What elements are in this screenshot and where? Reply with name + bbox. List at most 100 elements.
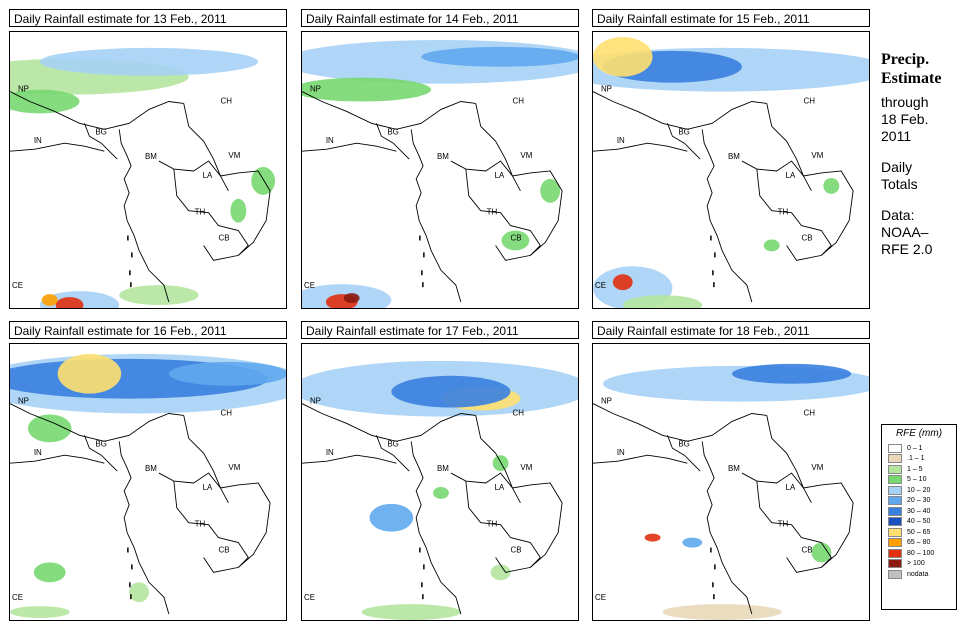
rain-area	[622, 295, 703, 308]
country-border	[667, 435, 701, 472]
country-label-ce: CE	[595, 593, 606, 602]
legend-item: 80 – 100	[882, 548, 956, 559]
rain-area	[361, 604, 461, 620]
legend-item: 30 – 40	[882, 506, 956, 517]
island	[710, 235, 712, 241]
country-label-ce: CE	[12, 281, 23, 290]
legend-swatch	[888, 569, 902, 579]
country-label-in: IN	[326, 448, 334, 457]
island	[127, 235, 129, 241]
sidebar-daily-2: Totals	[881, 176, 918, 192]
country-label-vm: VM	[228, 463, 240, 472]
country-label-ch: CH	[512, 96, 524, 105]
country-border	[741, 472, 812, 504]
country-label-bg: BG	[387, 439, 398, 448]
country-label-bg: BG	[95, 439, 106, 448]
legend-item: 65 – 80	[882, 538, 956, 549]
legend-label: 65 – 80	[907, 539, 931, 547]
rain-area	[119, 285, 199, 306]
country-label-ch: CH	[803, 408, 815, 417]
country-border	[465, 480, 541, 573]
rain-area	[251, 167, 276, 195]
country-label-np: NP	[310, 397, 321, 406]
legend: RFE (mm) 0 – 1 .1 – 1 1 – 5 5 – 10 10 – 20 20…	[881, 424, 957, 610]
rain-area	[490, 564, 511, 581]
rain-area	[41, 294, 58, 307]
island	[423, 252, 425, 258]
country-label-vm: VM	[811, 463, 823, 472]
map-svg: NP CH IN BG BM VM LA TH CB CE	[10, 353, 286, 619]
rain-area	[129, 582, 149, 603]
country-label-np: NP	[18, 85, 29, 94]
sidebar-data-3: RFE 2.0	[881, 241, 933, 257]
rain-area	[763, 239, 780, 252]
country-label-cb: CB	[801, 545, 812, 554]
rain-area	[10, 89, 80, 114]
sidebar-title-1: Precip.	[881, 51, 930, 68]
map-svg: NP CH IN BG BM VM LA TH CB CE	[302, 39, 578, 308]
rain-area	[731, 363, 852, 384]
legend-swatch	[888, 517, 902, 527]
sidebar-date-2: 2011	[881, 128, 912, 144]
island	[419, 547, 421, 553]
country-border	[593, 403, 767, 442]
island	[421, 270, 423, 276]
country-label-cb: CB	[218, 233, 229, 242]
country-border	[701, 129, 753, 303]
island	[130, 282, 132, 288]
island	[130, 594, 132, 600]
rain-area	[421, 46, 578, 67]
country-label-th: TH	[195, 208, 206, 217]
panel-title: Daily Rainfall estimate for 18 Feb., 201…	[592, 321, 870, 339]
rain-area	[343, 293, 360, 304]
island	[710, 547, 712, 553]
panel-title: Daily Rainfall estimate for 15 Feb., 201…	[592, 9, 870, 27]
country-border	[410, 441, 462, 615]
country-border	[183, 103, 271, 256]
country-border	[10, 91, 184, 130]
panel-title: Daily Rainfall estimate for 13 Feb., 201…	[9, 9, 287, 27]
legend-item: .1 – 1	[882, 454, 956, 465]
country-label-np: NP	[601, 397, 612, 406]
rain-area	[391, 375, 511, 408]
rainfall-map: NP CH IN BG BM VM LA TH CB CE	[9, 343, 287, 621]
country-border	[10, 454, 105, 464]
country-label-vm: VM	[811, 151, 823, 160]
country-label-la: LA	[203, 171, 213, 180]
country-label-la: LA	[786, 483, 796, 492]
country-label-ch: CH	[803, 96, 815, 105]
country-border	[183, 415, 271, 568]
island	[712, 270, 714, 276]
legend-swatch	[888, 443, 902, 453]
rain-area	[540, 178, 561, 203]
country-border	[766, 103, 854, 256]
country-border	[118, 441, 170, 615]
country-label-np: NP	[601, 85, 612, 94]
legend-label: 0 – 1	[907, 444, 923, 452]
rainfall-map: NP CH IN BG BM VM LA TH CB CE	[301, 31, 579, 309]
island	[419, 235, 421, 241]
country-border	[465, 168, 541, 261]
country-label-la: LA	[203, 483, 213, 492]
country-border	[10, 142, 105, 152]
country-border	[302, 142, 397, 152]
country-label-la: LA	[786, 171, 796, 180]
rain-area	[612, 274, 633, 291]
legend-item: 5 – 10	[882, 475, 956, 486]
country-label-th: TH	[487, 208, 498, 217]
legend-item: 50 – 65	[882, 527, 956, 538]
legend-label: 20 – 30	[907, 497, 931, 505]
country-label-in: IN	[34, 448, 42, 457]
panel-title: Daily Rainfall estimate for 17 Feb., 201…	[301, 321, 579, 339]
sidebar-through: through	[881, 94, 929, 110]
country-border	[450, 472, 521, 504]
country-border	[376, 435, 410, 472]
legend-swatch	[888, 538, 902, 548]
country-border	[173, 168, 249, 261]
country-label-bm: BM	[145, 464, 157, 473]
legend-label: nodata	[907, 570, 929, 578]
country-border	[741, 160, 812, 192]
country-label-ch: CH	[512, 408, 524, 417]
rainfall-map: NP CH IN BG BM VM LA TH CB CE	[592, 343, 870, 621]
rain-area	[811, 542, 832, 563]
